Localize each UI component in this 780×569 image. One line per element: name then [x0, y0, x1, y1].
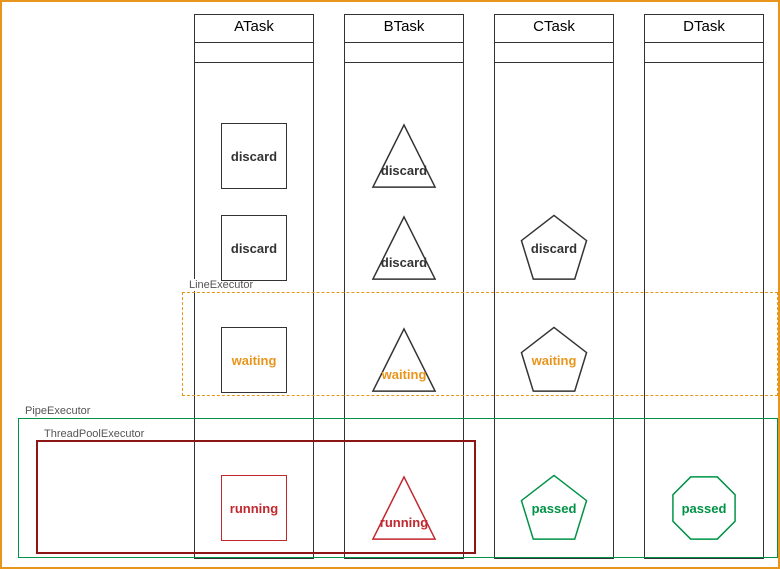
- task-cell-A-r1: discard: [194, 110, 314, 202]
- square-shape: [221, 123, 287, 189]
- task-cell-D-r4: passed: [644, 462, 764, 554]
- column-subheader-C: [495, 43, 613, 63]
- task-cell-C-r4: passed: [494, 462, 614, 554]
- task-cell-B-r1: discard: [344, 110, 464, 202]
- square-shape: [221, 327, 287, 393]
- task-cell-B-r2: discard: [344, 202, 464, 294]
- column-header-C: CTask: [495, 15, 613, 43]
- thread-pool-label: ThreadPoolExecutor: [42, 428, 146, 440]
- pentagon-shape: [514, 471, 594, 545]
- column-header-B: BTask: [345, 15, 463, 43]
- task-cell-B-r3: waiting: [344, 314, 464, 406]
- triangle-shape: [364, 119, 444, 193]
- column-subheader-A: [195, 43, 313, 63]
- task-cell-C-r3: waiting: [494, 314, 614, 406]
- pentagon-shape: [514, 211, 594, 285]
- column-subheader-D: [645, 43, 763, 63]
- pipe-executor-label: PipeExecutor: [23, 405, 92, 417]
- triangle-shape: [364, 471, 444, 545]
- triangle-shape: [364, 323, 444, 397]
- triangle-shape: [364, 211, 444, 285]
- task-cell-C-r2: discard: [494, 202, 614, 294]
- task-cell-B-r4: running: [344, 462, 464, 554]
- square-shape: [221, 215, 287, 281]
- diagram-canvas: ATaskBTaskCTaskDTaskLineExecutorPipeExec…: [0, 0, 780, 569]
- column-header-A: ATask: [195, 15, 313, 43]
- column-header-D: DTask: [645, 15, 763, 43]
- octagon-shape: [664, 471, 744, 545]
- task-cell-A-r2: discard: [194, 202, 314, 294]
- task-cell-A-r4: running: [194, 462, 314, 554]
- column-subheader-B: [345, 43, 463, 63]
- pentagon-shape: [514, 323, 594, 397]
- square-shape: [221, 475, 287, 541]
- task-cell-A-r3: waiting: [194, 314, 314, 406]
